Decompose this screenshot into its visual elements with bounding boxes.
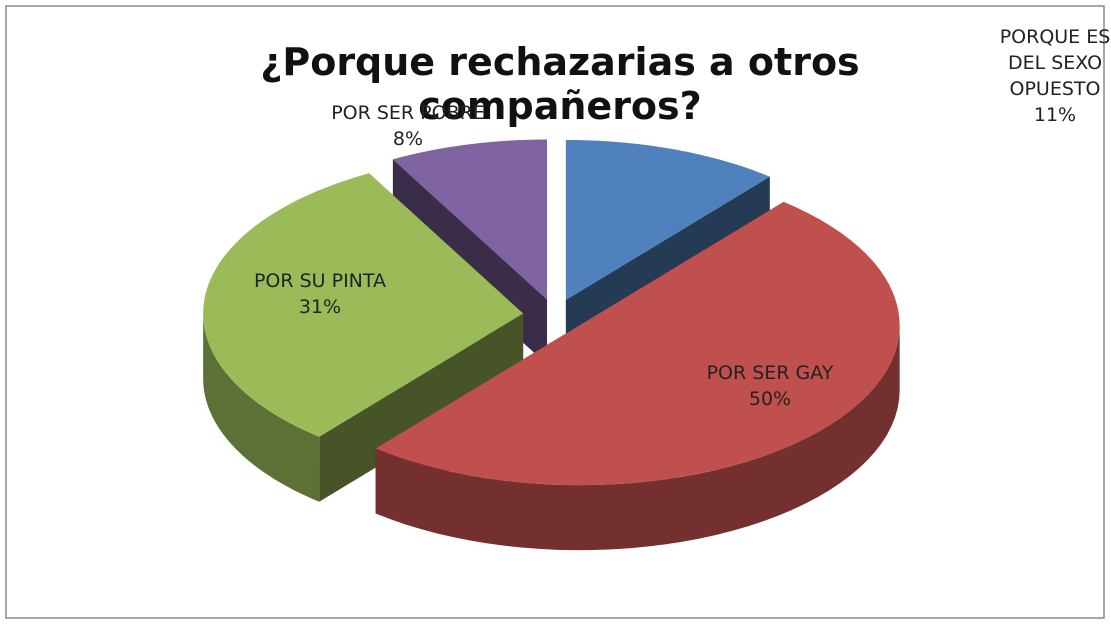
data-label-value: 31%: [298, 296, 342, 318]
slice-side: [319, 313, 524, 502]
data-label-category: POR SER POBRE: [331, 102, 485, 124]
data-label: POR SU PINTA 31%: [220, 268, 420, 320]
slice: [392, 139, 548, 300]
data-label-value: 50%: [748, 388, 792, 410]
data-label: POR SER GAY 50%: [670, 360, 870, 412]
data-label: POR SER POBRE 8%: [293, 100, 523, 152]
data-label-category: PORQUE ES DEL SEXO OPUESTO: [999, 26, 1111, 100]
data-label: PORQUE ES DEL SEXO OPUESTO 11%: [990, 24, 1111, 128]
slice-side: [375, 325, 900, 551]
chart-title: ¿Porque rechazarias a otros compañeros?: [260, 40, 860, 128]
data-label-category: POR SER GAY: [706, 362, 834, 384]
data-label-value: 8%: [392, 128, 424, 150]
slice: [203, 173, 524, 437]
data-label-value: 11%: [1033, 104, 1077, 126]
slice: [565, 139, 770, 300]
slice-side: [203, 313, 320, 502]
slice: [375, 201, 900, 486]
data-label-category: POR SU PINTA: [253, 270, 387, 292]
